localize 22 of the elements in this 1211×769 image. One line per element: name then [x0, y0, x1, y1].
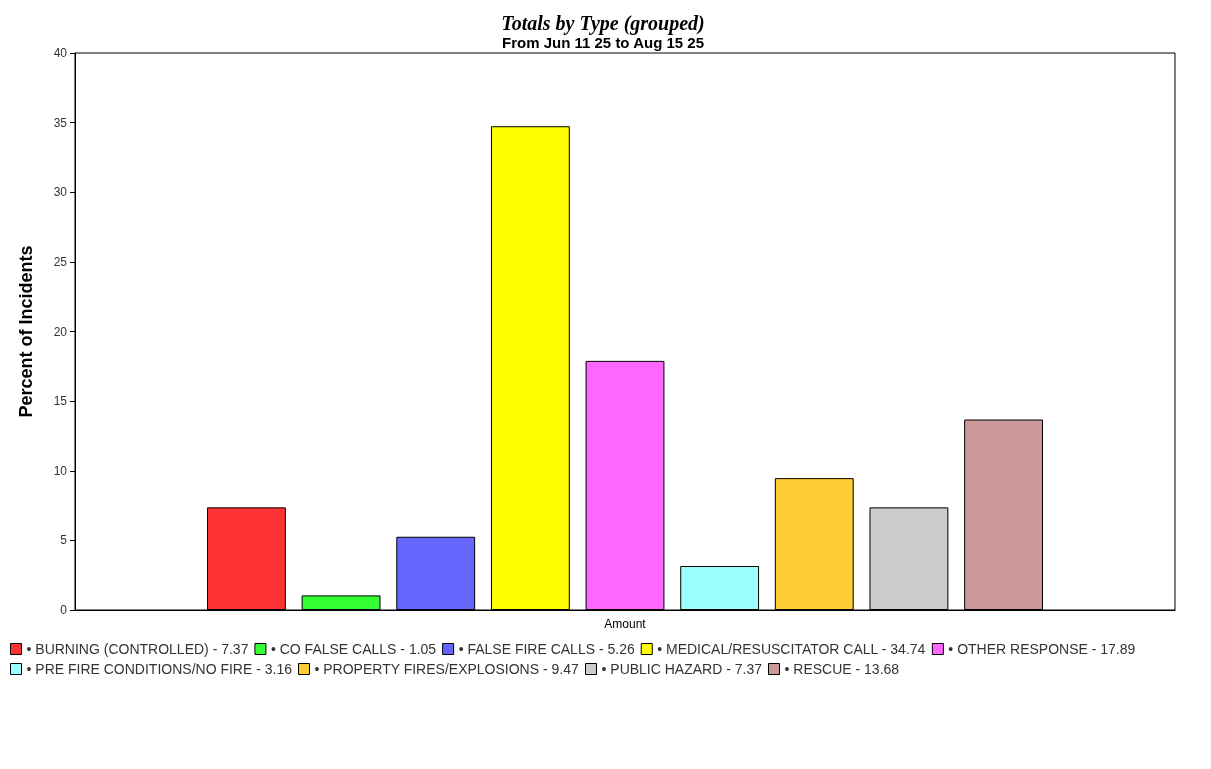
legend-label: • CO FALSE CALLS - 1.05 — [270, 641, 437, 657]
y-tick-label: 5 — [60, 533, 68, 548]
legend-label: • FALSE FIRE CALLS - 5.26 — [458, 641, 635, 657]
legend-label: • PROPERTY FIRES/EXPLOSIONS - 9.47 — [314, 661, 579, 677]
legend-label: • PRE FIRE CONDITIONS/NO FIRE - 3.16 — [26, 661, 293, 677]
y-tick-label: 30 — [53, 185, 68, 200]
y-tick-label: 20 — [53, 324, 68, 339]
y-tick-label: 35 — [53, 115, 68, 130]
y-tick-label: 40 — [53, 46, 68, 60]
y-tick-label: 15 — [53, 394, 68, 409]
x-tick-label: Amount — [604, 617, 647, 631]
y-tick-label: 25 — [53, 254, 68, 269]
legend-label: • BURNING (CONTROLLED) - 7.37 — [26, 641, 249, 657]
legend-label: • RESCUE - 13.68 — [784, 661, 900, 677]
y-axis-title: Percent of Incidents — [16, 245, 36, 418]
y-tick-label: 10 — [53, 463, 68, 478]
chart-subtitle: From Jun 11 25 to Aug 15 25 — [501, 34, 705, 51]
legend-label: • PUBLIC HAZARD - 7.37 — [601, 661, 763, 677]
legend-label: • OTHER RESPONSE - 17.89 — [948, 641, 1136, 657]
y-tick-label: 0 — [60, 603, 68, 617]
chart-title: Totals by Type (grouped) — [501, 12, 705, 35]
legend-label: • MEDICAL/RESUSCITATOR CALL - 34.74 — [657, 641, 926, 657]
